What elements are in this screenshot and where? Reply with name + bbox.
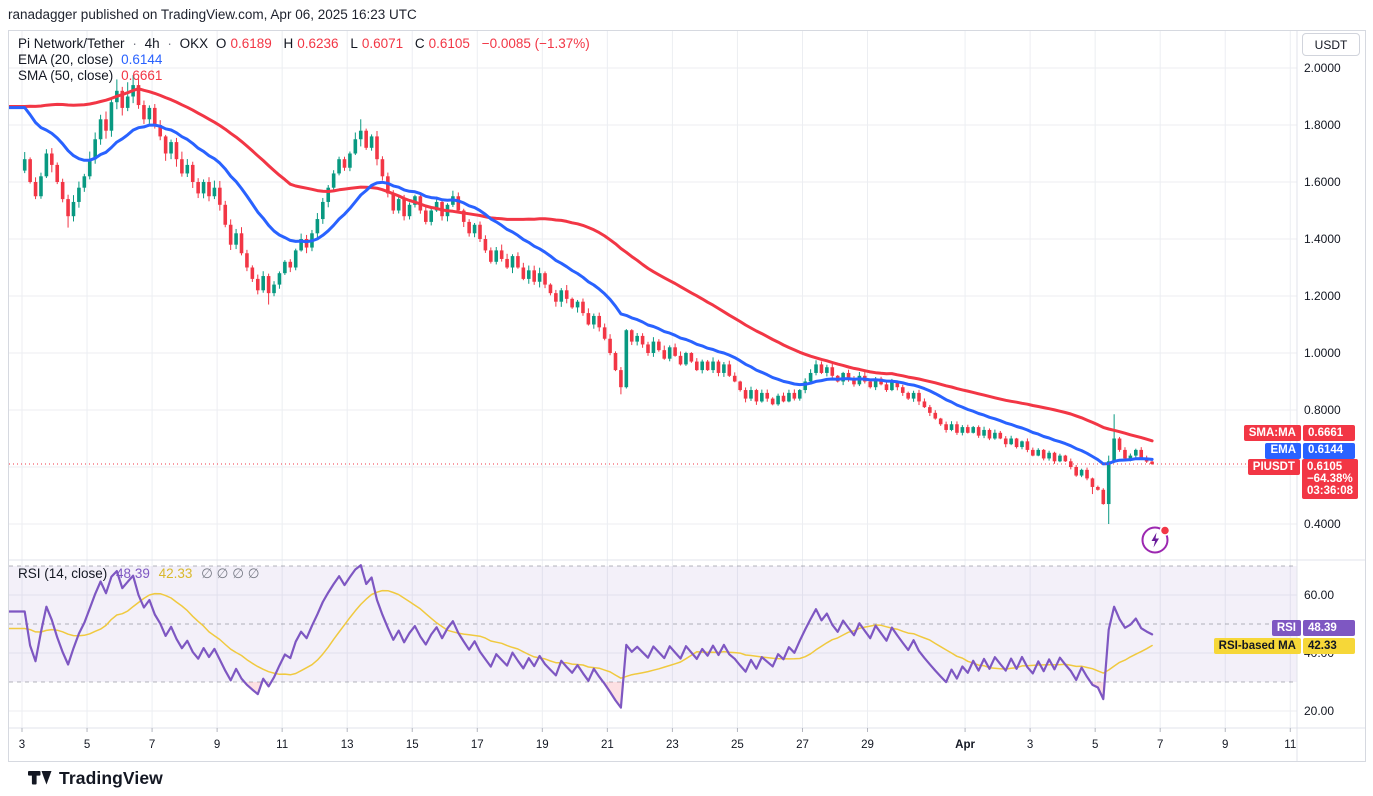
time-axis-label: 5 — [83, 739, 91, 751]
symbol-exchange: OKX — [179, 36, 209, 51]
price-axis-label: 1.2000 — [1304, 289, 1341, 303]
legend-separator: · — [132, 36, 137, 51]
tradingview-logo-mark — [28, 771, 52, 785]
time-axis-label: 7 — [1156, 739, 1164, 751]
price-axis-label: 1.8000 — [1304, 118, 1341, 132]
sma-name: SMA (50, close) — [18, 68, 114, 83]
ema-value: 0.6144 — [121, 52, 163, 67]
time-axis-label: 7 — [148, 739, 156, 751]
time-axis-label: 17 — [470, 739, 484, 751]
sma-legend-row[interactable]: SMA (50, close) 0.6661 — [18, 68, 594, 84]
symbol-interval: 4h — [144, 36, 160, 51]
last-price-badge: PIUSDT 0.6105 −64.38% 03:36:08 — [1247, 459, 1358, 499]
time-axis-label: 3 — [1026, 739, 1034, 751]
legend-separator: · — [167, 36, 172, 51]
time-axis-label: Apr — [955, 739, 975, 751]
price-axis-label: 2.0000 — [1304, 61, 1341, 75]
rsi-name: RSI (14, close) — [18, 566, 108, 581]
bar-countdown: 03:36:08 — [1306, 484, 1353, 497]
publish-byline: ranadagger published on TradingView.com,… — [8, 7, 417, 22]
ema-price-badge: EMA 0.6144 — [1265, 442, 1355, 459]
tradingview-logo[interactable]: TradingView — [28, 768, 163, 789]
rsi-value: 48.39 — [116, 566, 150, 581]
time-axis-label: 19 — [535, 739, 549, 751]
rsi-empty-values: ∅ ∅ ∅ ∅ — [201, 566, 260, 581]
time-axis-label: 5 — [1091, 739, 1099, 751]
time-axis-label: 13 — [340, 739, 354, 751]
boost-lightning-icon[interactable] — [1138, 522, 1174, 558]
time-axis-label: 11 — [1284, 739, 1297, 751]
tradingview-logo-text: TradingView — [59, 768, 163, 788]
ohlc-open: O 0.6189 — [215, 36, 272, 51]
time-axis-label: 9 — [1222, 739, 1229, 751]
symbol-legend-row[interactable]: Pi Network/Tether · 4h · OKX O 0.6189 H 0.… — [18, 36, 594, 52]
time-axis-label: 15 — [405, 739, 419, 751]
rsi-legend-row[interactable]: RSI (14, close) 48.39 42.33 ∅ ∅ ∅ ∅ — [18, 566, 264, 582]
price-axis-label: 1.0000 — [1304, 346, 1341, 360]
sma-price-badge: SMA:MA 0.6661 — [1243, 425, 1355, 441]
last-price-pct: −64.38% — [1306, 472, 1353, 485]
last-price-value: 0.6105 — [1306, 460, 1343, 473]
time-axis-label: 23 — [665, 739, 679, 751]
ohlc-high: H 0.6236 — [283, 36, 339, 51]
time-axis-label: 29 — [861, 739, 874, 751]
sma-value: 0.6661 — [121, 68, 163, 83]
rsi-axis-label: 60.00 — [1304, 588, 1335, 602]
price-axis-label: 0.8000 — [1304, 403, 1341, 417]
price-axis-label: 0.4000 — [1304, 517, 1341, 531]
ohlc-close: C 0.6105 — [414, 36, 470, 51]
price-axis-label: 1.6000 — [1304, 175, 1341, 189]
rsi-axis-label: 20.00 — [1304, 704, 1335, 718]
currency-unit-button[interactable]: USDT — [1302, 33, 1360, 56]
time-axis-label: 25 — [731, 739, 744, 751]
time-axis-label: 27 — [796, 739, 809, 751]
time-axis-label: 11 — [276, 739, 289, 751]
price-axis-label: 1.4000 — [1304, 232, 1341, 246]
ema-name: EMA (20, close) — [18, 52, 114, 67]
ema-legend-row[interactable]: EMA (20, close) 0.6144 — [18, 52, 594, 68]
price-change: −0.0085 (−1.37%) — [481, 36, 590, 51]
ohlc-low: L 0.6071 — [350, 36, 404, 51]
time-axis-label: 3 — [18, 739, 26, 751]
rsi-ma-badge: RSI-based MA 42.33 — [1213, 638, 1355, 654]
symbol-title: Pi Network/Tether — [18, 36, 125, 51]
rsi-badge: RSI 48.39 — [1271, 620, 1355, 636]
chart-legend: Pi Network/Tether · 4h · OKX O 0.6189 H 0.… — [18, 36, 594, 84]
time-axis-label: 9 — [213, 739, 221, 751]
time-axis-label: 21 — [600, 739, 614, 751]
rsi-ma-value: 42.33 — [158, 566, 193, 581]
